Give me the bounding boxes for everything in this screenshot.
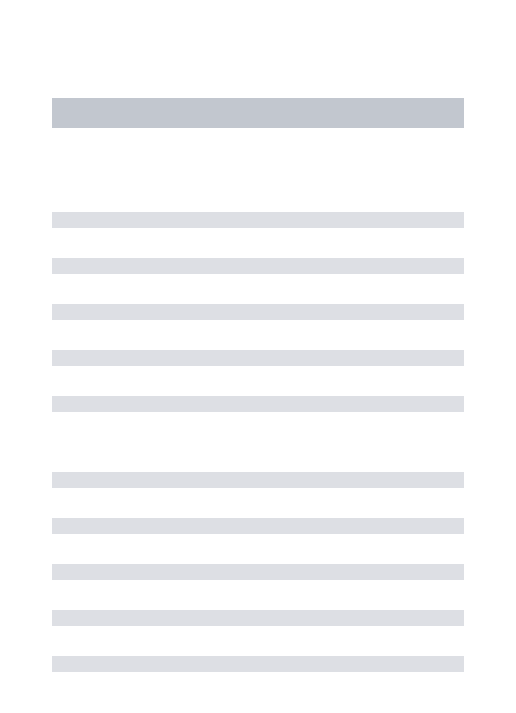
- text-line-placeholder: [52, 564, 464, 580]
- text-line-placeholder: [52, 212, 464, 228]
- section-gap: [52, 442, 464, 472]
- text-line-placeholder: [52, 518, 464, 534]
- text-line-placeholder: [52, 304, 464, 320]
- text-line-placeholder: [52, 610, 464, 626]
- text-line-placeholder: [52, 258, 464, 274]
- text-line-placeholder: [52, 656, 464, 672]
- text-line-placeholder: [52, 396, 464, 412]
- skeleton-page: [0, 0, 516, 713]
- text-line-placeholder: [52, 350, 464, 366]
- text-line-placeholder: [52, 472, 464, 488]
- title-placeholder: [52, 98, 464, 128]
